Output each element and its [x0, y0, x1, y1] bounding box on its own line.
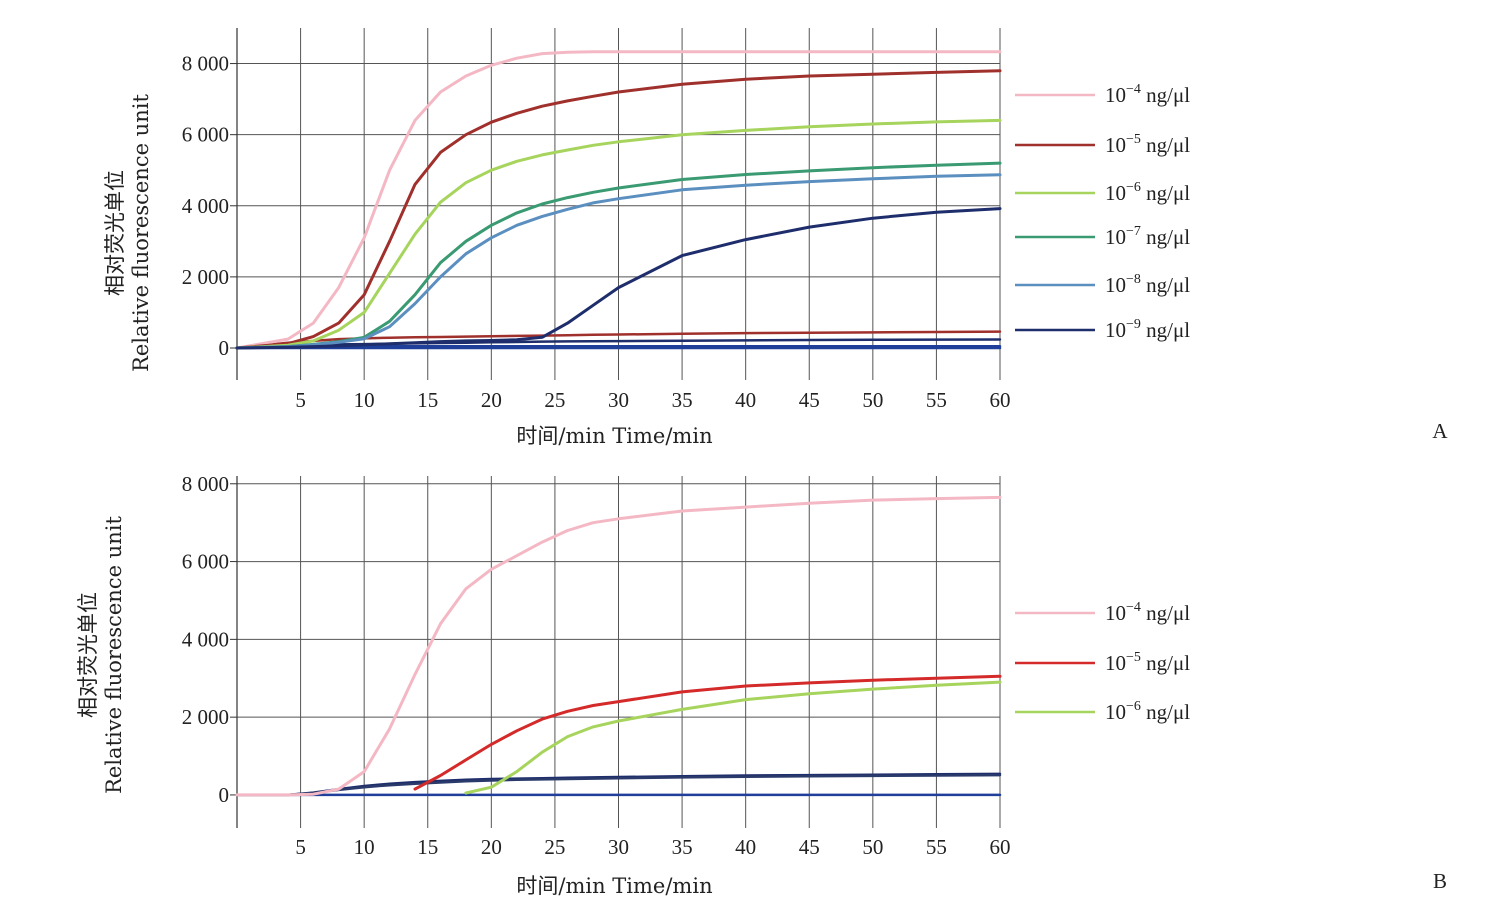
x-tick-label: 55 — [926, 835, 947, 859]
x-tick-label: 60 — [990, 388, 1011, 412]
y-tick-label: 8 000 — [182, 52, 229, 76]
x-tick-label: 40 — [735, 388, 756, 412]
y-axis-label-en: Relative fluorescence unit — [102, 516, 126, 794]
legend-label: 10−5 ng/μl — [1105, 132, 1190, 157]
x-tick-label: 50 — [862, 388, 883, 412]
chart-panel-A: 5 10 15 20 25 30 35 40 45 50 55 60 0 2 000 4 000 6 000 8… — [103, 28, 1448, 448]
x-tick-label: 45 — [799, 388, 820, 412]
x-tick-label: 30 — [608, 835, 629, 859]
y-tick-label: 6 000 — [182, 123, 229, 147]
legend-label: 10−5 ng/μl — [1105, 650, 1190, 675]
x-tick-label: 10 — [354, 835, 375, 859]
y-tick-label: 0 — [219, 336, 230, 360]
x-tick-label: 15 — [417, 835, 438, 859]
series-line-10em5 — [413, 674, 1002, 791]
y-tick-label: 4 000 — [182, 627, 229, 651]
series-line-10em5 — [235, 69, 1002, 350]
y-tick-label: 6 000 — [182, 550, 229, 574]
x-tick-label: 10 — [354, 388, 375, 412]
x-tick-label: 20 — [481, 835, 502, 859]
legend-label: 10−7 ng/μl — [1105, 224, 1190, 249]
x-tick-label: 35 — [672, 835, 693, 859]
x-axis-label: 时间/min Time/min — [516, 424, 712, 448]
legend-label: 10−6 ng/μl — [1105, 180, 1190, 205]
panel-label: A — [1432, 419, 1448, 443]
x-tick-label: 35 — [672, 388, 693, 412]
x-tick-label: 55 — [926, 388, 947, 412]
legend-label: 10−8 ng/μl — [1105, 272, 1190, 297]
y-tick-label: 8 000 — [182, 472, 229, 496]
legend-label: 10−9 ng/μl — [1105, 317, 1190, 342]
series-line-10em9 — [235, 207, 1002, 350]
x-tick-label: 45 — [799, 835, 820, 859]
y-tick-label: 0 — [219, 783, 230, 807]
x-tick-label: 15 — [417, 388, 438, 412]
y-tick-label: 2 000 — [182, 705, 229, 729]
series-line-10em8 — [235, 173, 1002, 350]
x-tick-label: 30 — [608, 388, 629, 412]
legend-label: 10−4 ng/μl — [1105, 82, 1190, 107]
y-axis-label-cn: 相对荧光单位 — [76, 592, 100, 718]
x-tick-label: 5 — [295, 388, 306, 412]
y-axis-label-cn: 相对荧光单位 — [103, 170, 127, 296]
x-tick-label: 25 — [544, 388, 565, 412]
x-tick-label: 40 — [735, 835, 756, 859]
x-tick-label: 5 — [295, 835, 306, 859]
x-axis-label: 时间/min Time/min — [516, 874, 712, 898]
y-axis-label-en: Relative fluorescence unit — [129, 94, 153, 372]
series-line-10em6 — [235, 118, 1002, 350]
x-tick-label: 60 — [990, 835, 1011, 859]
series-line-10em6 — [464, 680, 1002, 795]
y-tick-label: 2 000 — [182, 265, 229, 289]
legend-label: 10−4 ng/μl — [1105, 600, 1190, 625]
legend-label: 10−6 ng/μl — [1105, 699, 1190, 724]
x-tick-label: 25 — [544, 835, 565, 859]
series-line-10em4 — [235, 50, 1002, 350]
panel-label: B — [1433, 869, 1447, 893]
y-tick-label: 4 000 — [182, 194, 229, 218]
x-tick-label: 50 — [862, 835, 883, 859]
series-line-10em4 — [235, 495, 1002, 797]
baseline-line — [235, 773, 1002, 797]
x-tick-label: 20 — [481, 388, 502, 412]
chart-panel-B: 5 10 15 20 25 30 35 40 45 50 55 60 0 2 000 4 000 6 000 8… — [76, 472, 1447, 898]
